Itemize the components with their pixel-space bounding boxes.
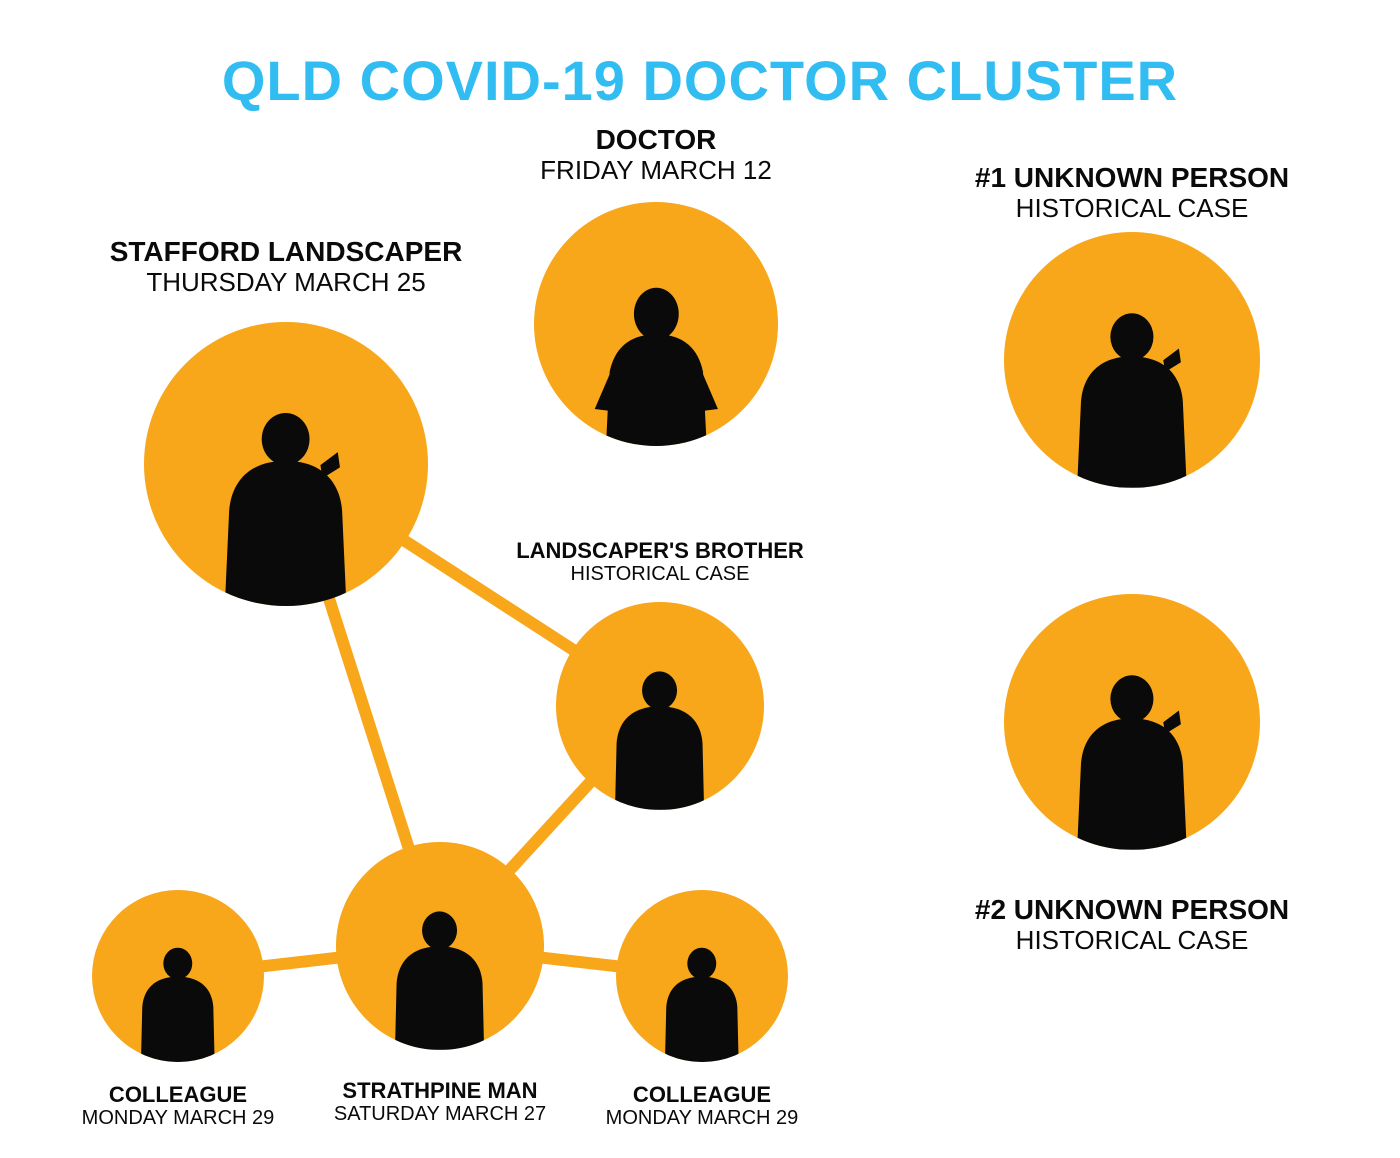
person-circle <box>1004 232 1260 488</box>
node-subtitle: THURSDAY MARCH 25 <box>110 268 463 298</box>
cluster-node-unknown2 <box>1004 594 1260 850</box>
person-silhouette-icon <box>636 916 768 1062</box>
node-label: #1 UNKNOWN PERSONHISTORICAL CASE <box>975 162 1289 224</box>
node-label: COLLEAGUEMONDAY MARCH 29 <box>82 1082 275 1130</box>
node-label: #2 UNKNOWN PERSONHISTORICAL CASE <box>975 894 1289 956</box>
node-title: COLLEAGUE <box>606 1082 799 1107</box>
node-subtitle: MONDAY MARCH 29 <box>82 1107 275 1130</box>
person-circle <box>534 202 778 446</box>
node-subtitle: MONDAY MARCH 29 <box>606 1107 799 1130</box>
node-title: STRATHPINE MAN <box>334 1078 546 1103</box>
person-silhouette-icon <box>360 873 519 1050</box>
edge <box>329 599 408 847</box>
node-label: STRATHPINE MANSATURDAY MARCH 27 <box>334 1078 546 1126</box>
node-subtitle: HISTORICAL CASE <box>975 926 1289 956</box>
node-title: LANDSCAPER'S BROTHER <box>516 538 804 563</box>
node-subtitle: HISTORICAL CASE <box>516 563 804 586</box>
edge <box>263 958 336 966</box>
person-silhouette-icon <box>177 365 394 606</box>
edge <box>543 958 616 966</box>
person-silhouette-icon <box>563 239 750 446</box>
node-title: #2 UNKNOWN PERSON <box>975 894 1289 926</box>
node-subtitle: HISTORICAL CASE <box>975 194 1289 224</box>
cluster-node-landscaper <box>144 322 428 606</box>
cluster-node-colleague2 <box>616 890 788 1062</box>
cluster-node-strathpine <box>336 842 544 1050</box>
person-circle <box>92 890 264 1062</box>
node-title: STAFFORD LANDSCAPER <box>110 236 463 268</box>
person-silhouette-icon <box>112 916 244 1062</box>
person-silhouette-icon <box>580 633 739 810</box>
node-label: STAFFORD LANDSCAPERTHURSDAY MARCH 25 <box>110 236 463 298</box>
person-circle <box>144 322 428 606</box>
person-silhouette-icon <box>1034 270 1230 488</box>
node-subtitle: FRIDAY MARCH 12 <box>540 156 772 186</box>
person-circle <box>1004 594 1260 850</box>
person-silhouette-icon <box>1034 632 1230 850</box>
node-title: DOCTOR <box>540 124 772 156</box>
person-circle <box>336 842 544 1050</box>
cluster-node-colleague1 <box>92 890 264 1062</box>
node-label: COLLEAGUEMONDAY MARCH 29 <box>606 1082 799 1130</box>
cluster-node-brother <box>556 602 764 810</box>
page-title: QLD COVID-19 DOCTOR CLUSTER <box>0 48 1400 113</box>
cluster-node-unknown1 <box>1004 232 1260 488</box>
cluster-node-doctor <box>534 202 778 446</box>
node-label: DOCTORFRIDAY MARCH 12 <box>540 124 772 186</box>
person-circle <box>616 890 788 1062</box>
person-circle <box>556 602 764 810</box>
node-title: #1 UNKNOWN PERSON <box>975 162 1289 194</box>
node-subtitle: SATURDAY MARCH 27 <box>334 1103 546 1126</box>
node-title: COLLEAGUE <box>82 1082 275 1107</box>
node-label: LANDSCAPER'S BROTHERHISTORICAL CASE <box>516 538 804 586</box>
